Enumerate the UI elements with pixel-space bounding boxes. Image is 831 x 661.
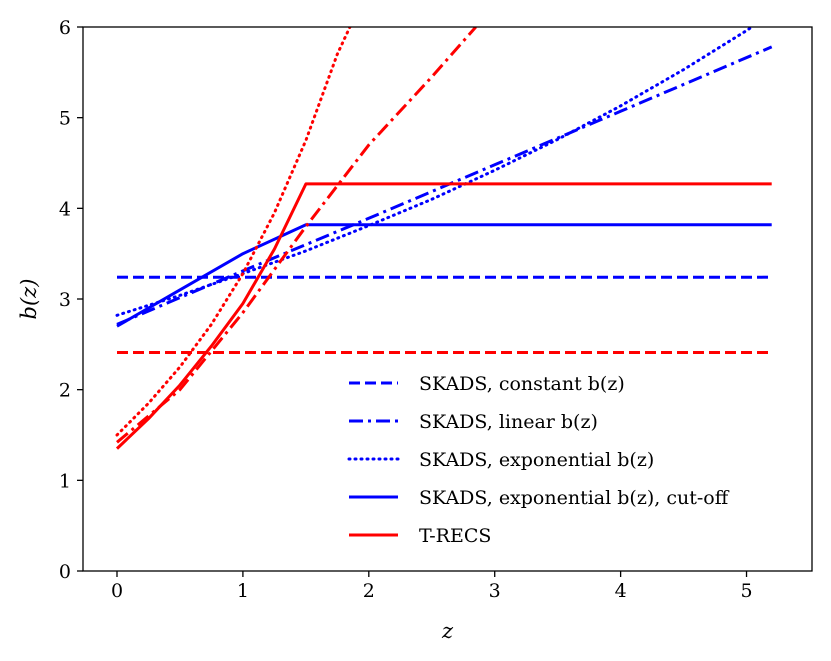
series-line-6 xyxy=(116,27,477,444)
y-tick-label: 1 xyxy=(59,470,71,492)
x-tick-label: 4 xyxy=(615,580,627,602)
y-tick-label: 5 xyxy=(59,108,71,130)
x-tick-label: 2 xyxy=(363,580,375,602)
x-tick-label: 0 xyxy=(111,580,123,602)
y-tick-label: 6 xyxy=(59,17,71,39)
x-axis: 0 1 2 3 4 5 xyxy=(111,571,753,602)
series-line-2 xyxy=(115,27,755,317)
x-axis-label: z xyxy=(441,619,454,643)
y-tick-label: 2 xyxy=(59,380,71,402)
legend-label-4: T-RECS xyxy=(419,525,491,547)
series-line-1 xyxy=(116,45,773,326)
series-line-7 xyxy=(115,27,352,437)
y-tick-label: 3 xyxy=(59,289,71,311)
legend-label-2: SKADS, exponential b(z) xyxy=(419,449,654,471)
series-line-4 xyxy=(115,182,772,450)
y-tick-label: 0 xyxy=(59,561,71,583)
x-tick-label: 3 xyxy=(489,580,501,602)
legend-label-3: SKADS, exponential b(z), cut-off xyxy=(419,487,730,509)
series-layer xyxy=(115,27,773,450)
x-tick-label: 5 xyxy=(740,580,752,602)
legend-label-0: SKADS, constant b(z) xyxy=(419,373,625,395)
x-tick-label: 1 xyxy=(237,580,249,602)
legend: SKADS, constant b(z) SKADS, linear b(z) SK… xyxy=(347,373,730,547)
legend-label-1: SKADS, linear b(z) xyxy=(419,411,598,433)
y-axis: 0 1 2 3 4 5 6 xyxy=(59,17,83,583)
series-line-3 xyxy=(116,223,772,328)
y-axis-label: b(z) xyxy=(17,279,41,320)
y-tick-label: 4 xyxy=(59,198,71,220)
